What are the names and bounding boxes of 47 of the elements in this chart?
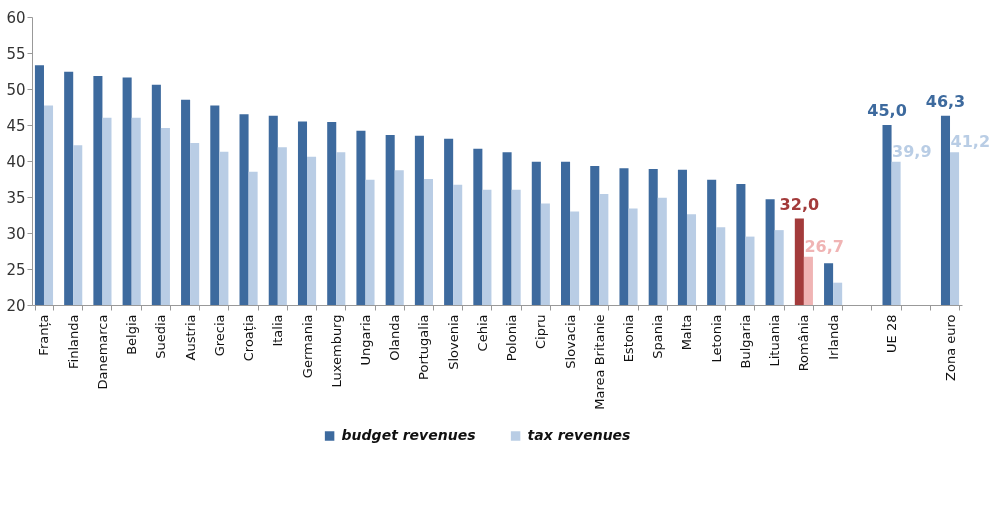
y-tick-label: 55 <box>6 44 26 63</box>
x-tick-label: România <box>796 314 812 372</box>
data-label: 46,3 <box>925 91 966 111</box>
x-tick-label: Italia <box>270 314 286 347</box>
data-label: 26,7 <box>804 236 844 256</box>
y-tick-label: 45 <box>6 116 26 135</box>
x-tick-label: Grecia <box>211 314 227 357</box>
legend-label: tax revenues <box>527 427 631 443</box>
y-tick-label: 35 <box>6 188 26 207</box>
x-tick-label: Finlanda <box>65 314 81 369</box>
x-tick-label: Franța <box>36 314 52 356</box>
x-tick-label: Polonia <box>504 314 520 362</box>
x-tick-label: Spania <box>650 314 666 359</box>
x-tick-label: UE 28 <box>884 314 900 353</box>
y-tick-label: 30 <box>6 224 26 243</box>
x-tick-label: Ungaria <box>357 314 373 366</box>
x-tick-label: Letonia <box>708 314 724 363</box>
data-label: 45,0 <box>867 101 907 120</box>
x-tick-label: Danemarca <box>94 314 110 390</box>
y-tick-label: 60 <box>6 8 26 27</box>
x-tick-label: Luxemburg <box>328 314 344 388</box>
x-tick-label: Cipru <box>533 314 549 350</box>
y-tick-label: 40 <box>6 152 26 171</box>
x-tick-label: Germania <box>299 314 315 379</box>
x-tick-label: Cehia <box>474 314 490 352</box>
x-tick-label: Olanda <box>387 314 403 361</box>
x-tick-label: Belgia <box>124 314 140 355</box>
x-tick-label: Slovenia <box>445 314 461 370</box>
x-tick-label: Marea Britanie <box>591 314 607 410</box>
data-label: 41,2 <box>950 132 991 152</box>
y-tick-label: 25 <box>6 260 26 279</box>
data-label: 39,9 <box>892 141 932 161</box>
x-tick-label: Lituania <box>767 314 783 367</box>
y-tick-label: 50 <box>6 80 26 99</box>
x-tick-label: Slovacia <box>562 314 578 369</box>
x-tick-label: Portugalia <box>416 314 432 380</box>
x-tick-label: Suedia <box>153 314 169 359</box>
data-label: 32,0 <box>779 194 820 214</box>
x-tick-label: Zona euro <box>942 314 958 381</box>
x-tick-label: Bulgaria <box>737 314 753 369</box>
x-tick-label: Malta <box>679 314 695 351</box>
x-tick-label: Croația <box>241 314 257 362</box>
x-tick-label: Austria <box>182 314 198 361</box>
x-tick-label: Estonia <box>621 314 637 363</box>
x-tick-label: Irlanda <box>825 314 841 360</box>
y-tick-label: 20 <box>6 296 26 315</box>
legend-label: budget revenues <box>341 427 476 443</box>
